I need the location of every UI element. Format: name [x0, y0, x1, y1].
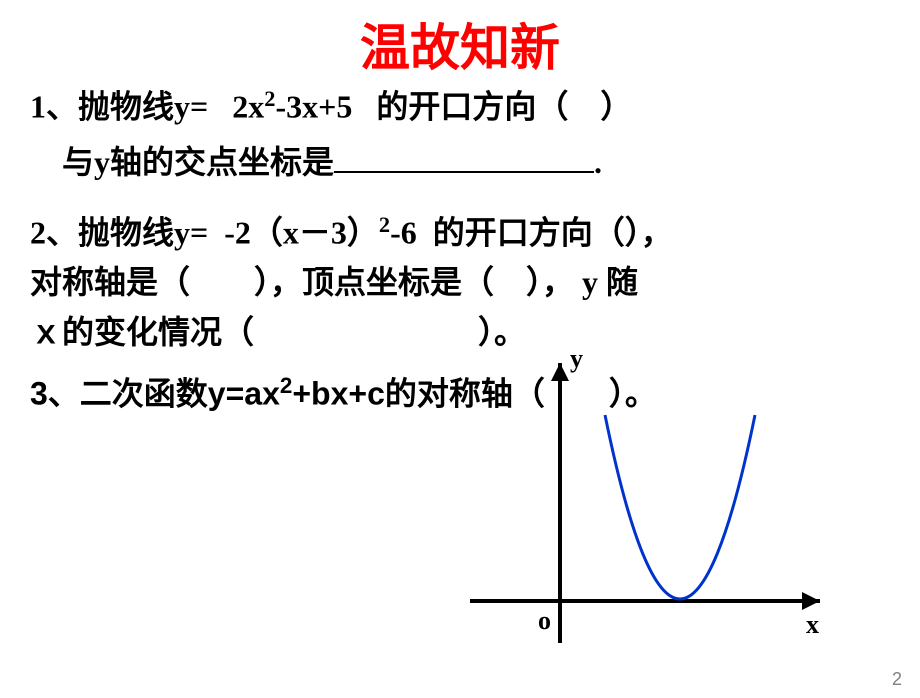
q2-a: 2、抛物线y= [30, 215, 208, 251]
x-label: x [806, 610, 819, 639]
q3-a: 3、二次函数y=ax [30, 376, 280, 412]
q2-d: 的开口方向（）， [433, 215, 673, 251]
slide-title: 温故知新 [0, 8, 920, 80]
parabola-curve [605, 415, 755, 599]
question-2: 2、抛物线y= -2（x－3）2-6 的开口方向（）， 对称轴是（ ），顶点坐标… [30, 208, 890, 357]
q2-b: -2（x－3） [224, 215, 379, 251]
q1-expr-a: 2x [232, 89, 264, 125]
q1-line2-b: . [594, 144, 602, 180]
y-label: y [570, 344, 583, 373]
parabola-graph: y x o [460, 343, 840, 653]
q2-c: -6 [390, 215, 417, 251]
x-axis-arrow [802, 592, 820, 610]
origin-label: o [538, 606, 551, 635]
q2-sup: 2 [379, 212, 390, 237]
blank-line [334, 142, 594, 173]
q1-line2-a: 与y轴的交点坐标是 [62, 144, 334, 180]
q2-f: ｘ的变化情况（ ）。 [30, 314, 526, 350]
q1-text-a: 1、抛物线y= [30, 89, 208, 125]
q2-e: 对称轴是（ ），顶点坐标是（ ）， y 随 [30, 264, 638, 300]
y-axis-arrow [551, 363, 569, 381]
q3-sup: 2 [280, 373, 292, 398]
question-1-line2: 与y轴的交点坐标是. [62, 138, 890, 188]
q1-expr-b: -3x+5 [275, 89, 352, 125]
page-number: 2 [892, 669, 902, 690]
q1-sup: 2 [264, 86, 275, 111]
q1-text-b: 的开口方向（ ） [376, 89, 632, 125]
question-1-line1: 1、抛物线y= 2x2-3x+5 的开口方向（ ） [30, 82, 890, 132]
